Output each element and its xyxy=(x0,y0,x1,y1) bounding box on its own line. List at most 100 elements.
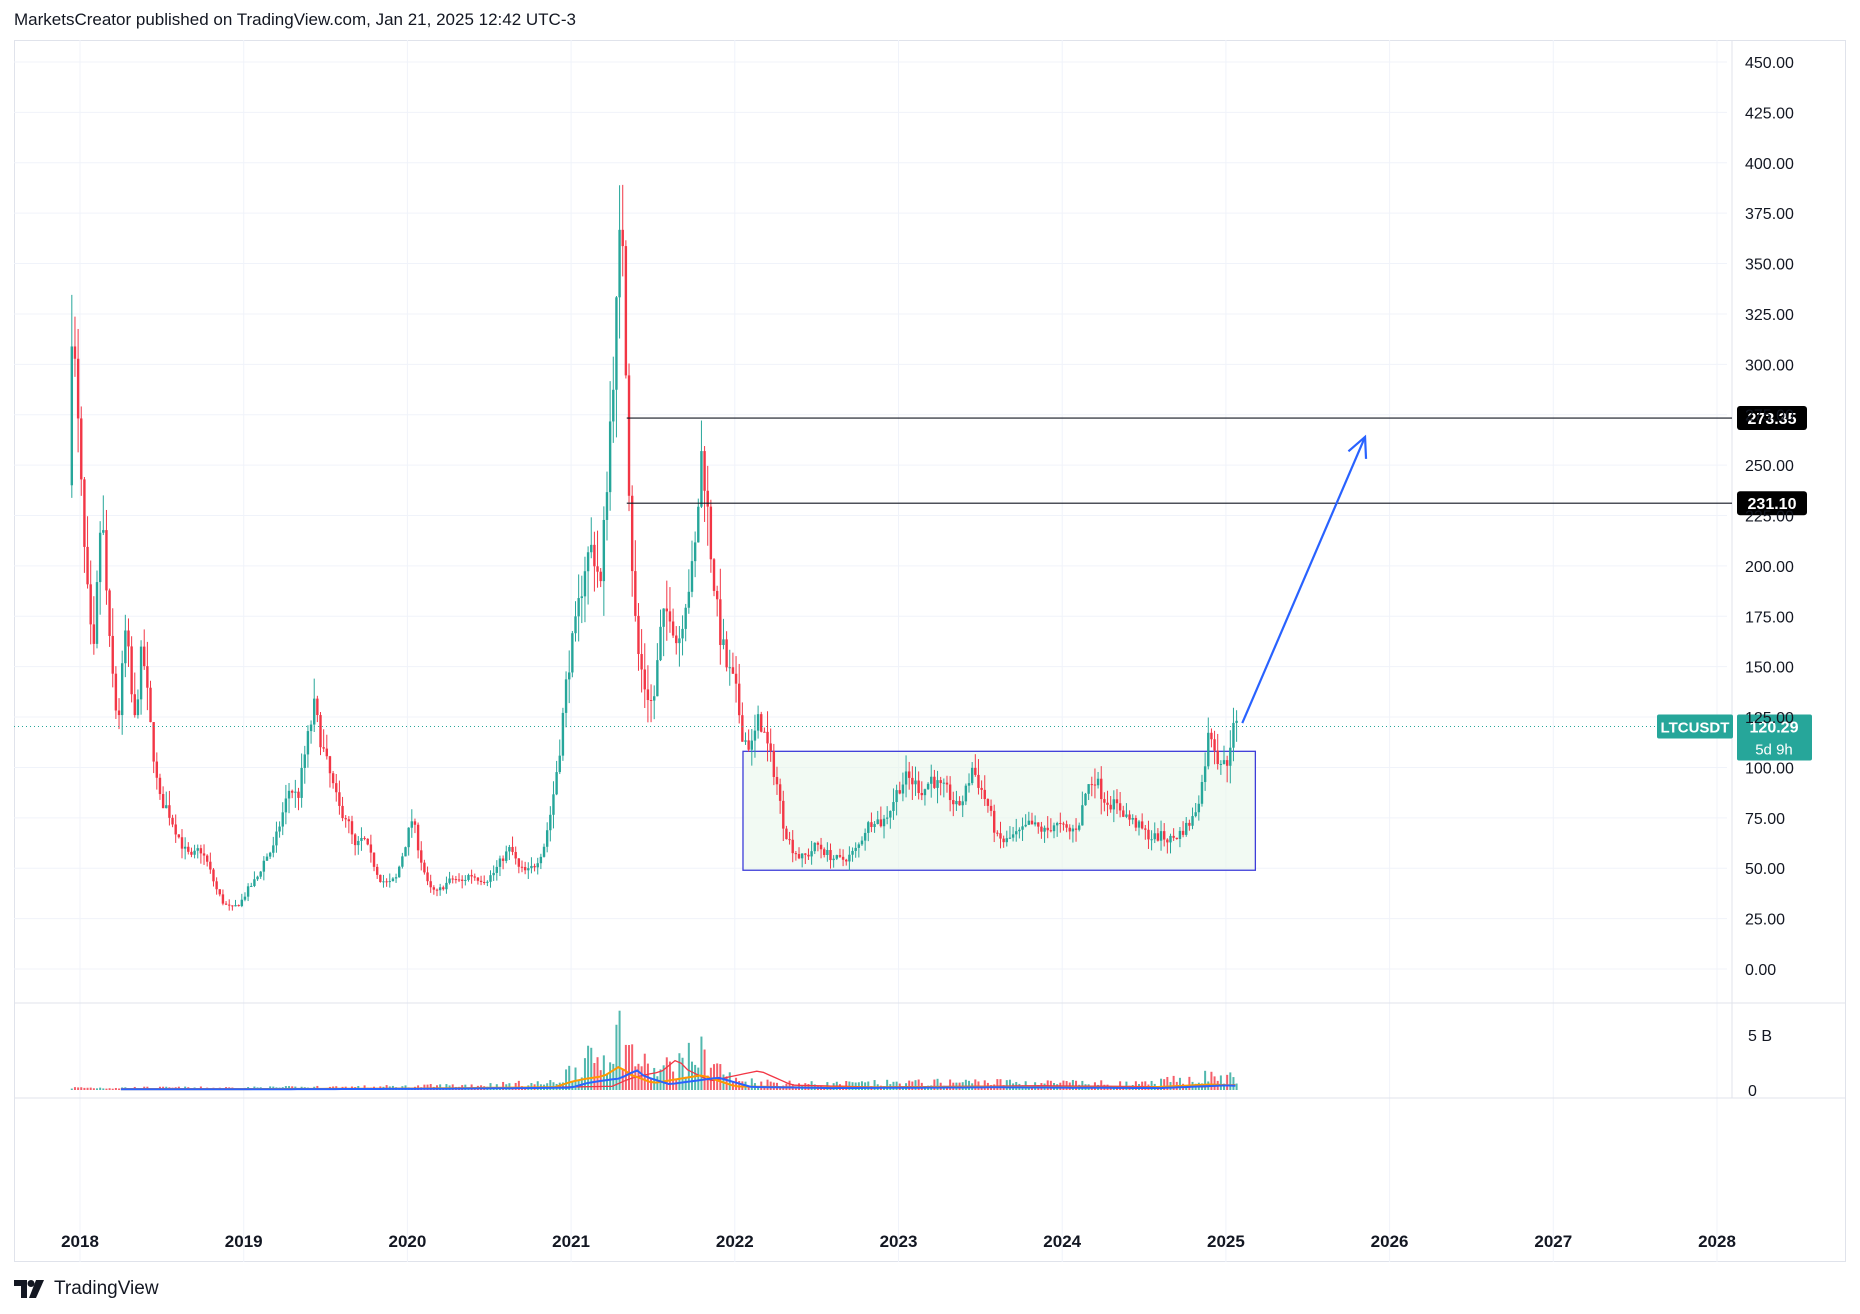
candle-body xyxy=(287,790,291,799)
candle-body xyxy=(659,626,662,661)
candle-body xyxy=(338,792,341,806)
candle-body xyxy=(174,824,177,835)
candle-body xyxy=(70,346,74,486)
candle-body xyxy=(542,846,546,857)
publish-header: MarketsCreator published on TradingView.… xyxy=(14,10,576,29)
candle-body xyxy=(637,615,640,655)
last-price-value: 120.29 xyxy=(1750,720,1799,737)
volume-bar xyxy=(602,1055,605,1090)
candle-body xyxy=(404,847,407,857)
candle-body xyxy=(854,847,857,851)
candle-body xyxy=(423,862,426,873)
volume-tick-label: 5 B xyxy=(1748,1028,1772,1045)
candle-body xyxy=(1059,823,1062,825)
candle-body xyxy=(671,621,675,636)
candle-body xyxy=(161,794,165,809)
candle-body xyxy=(1103,799,1106,803)
candle-body xyxy=(741,715,744,742)
candle-body xyxy=(149,687,152,723)
volume-bar xyxy=(719,1064,722,1090)
volume-bar xyxy=(750,1078,753,1090)
candle-body xyxy=(596,566,599,572)
candle-body xyxy=(898,790,901,794)
candle-body xyxy=(848,854,851,862)
candle-body xyxy=(810,851,813,857)
consolidation-range-box xyxy=(742,750,1257,871)
volume-bar xyxy=(605,1074,608,1090)
y-tick-label: 50.00 xyxy=(1745,861,1785,878)
candle-body xyxy=(785,828,788,840)
candle-body xyxy=(111,635,114,674)
volume-bar xyxy=(363,1085,366,1090)
candle-body xyxy=(549,814,552,831)
candle-body xyxy=(460,879,464,881)
candle-body xyxy=(536,863,539,868)
range-box-layer[interactable] xyxy=(742,750,1257,871)
candle-body xyxy=(303,754,306,768)
volume-bar xyxy=(650,1078,653,1090)
y-tick-label: 150.00 xyxy=(1745,660,1794,677)
candles xyxy=(70,184,1238,911)
candle-body xyxy=(974,767,977,775)
volume-bar xyxy=(1219,1075,1222,1090)
candle-body xyxy=(1169,835,1172,843)
volume-bar xyxy=(583,1058,586,1090)
candle-body xyxy=(643,669,646,690)
candle-body xyxy=(845,859,848,862)
y-tick-label: 450.00 xyxy=(1745,55,1794,72)
y-tick-label: 125.00 xyxy=(1745,710,1794,727)
volume-bar xyxy=(1008,1079,1011,1090)
volume-bar xyxy=(1071,1079,1074,1090)
y-tick-label: 325.00 xyxy=(1745,307,1794,324)
candle-body xyxy=(1178,830,1182,839)
candle-body xyxy=(857,844,861,848)
candle-body xyxy=(1030,820,1034,825)
candle-body xyxy=(930,776,933,784)
volume-bar xyxy=(612,1063,615,1090)
candle-body xyxy=(328,756,332,774)
candle-body xyxy=(246,886,250,897)
candle-body xyxy=(945,782,949,785)
candle-body xyxy=(89,584,92,625)
candle-body xyxy=(375,866,379,875)
candle-body xyxy=(1150,839,1153,841)
projection-arrow-layer[interactable] xyxy=(1241,434,1368,724)
candle-body xyxy=(908,771,911,778)
candle-body xyxy=(753,730,757,741)
projection-arrow xyxy=(1241,436,1367,724)
candle-body xyxy=(630,495,634,572)
x-tick-label: 2023 xyxy=(880,1232,918,1251)
volume-bar xyxy=(757,1086,760,1090)
candle-body xyxy=(728,667,731,669)
x-tick-label: 2024 xyxy=(1043,1232,1081,1251)
volume-bar xyxy=(999,1079,1002,1090)
candle-body xyxy=(228,904,231,906)
volume-bar xyxy=(914,1080,917,1090)
volume-bar xyxy=(996,1079,999,1090)
candle-body xyxy=(382,881,385,883)
volume-bar xyxy=(766,1079,769,1090)
candle-body xyxy=(778,784,782,801)
candle-body xyxy=(675,635,678,644)
candle-body xyxy=(319,715,322,748)
candle-body xyxy=(407,827,410,848)
candle-body xyxy=(1219,763,1223,765)
candle-body xyxy=(1188,822,1191,826)
volume-bar xyxy=(568,1065,571,1090)
candle-body xyxy=(904,771,908,785)
volume-bar xyxy=(80,1087,83,1090)
volume-bar xyxy=(624,1044,627,1090)
candle-body xyxy=(914,780,917,785)
y-tick-label: 375.00 xyxy=(1745,206,1794,223)
candle-body xyxy=(398,866,401,878)
candle-body xyxy=(574,616,577,634)
horizontal-levels[interactable]: 273.35 231.10 LTCUSDT 120.29 5d 9h xyxy=(14,406,1812,761)
candle-body xyxy=(1040,826,1043,832)
candle-body xyxy=(272,845,275,853)
candle-body xyxy=(1052,825,1056,832)
candle-body xyxy=(665,608,669,612)
y-tick-label: 200.00 xyxy=(1745,559,1794,576)
level-price-tag xyxy=(1737,491,1807,516)
candle-body xyxy=(136,699,140,716)
